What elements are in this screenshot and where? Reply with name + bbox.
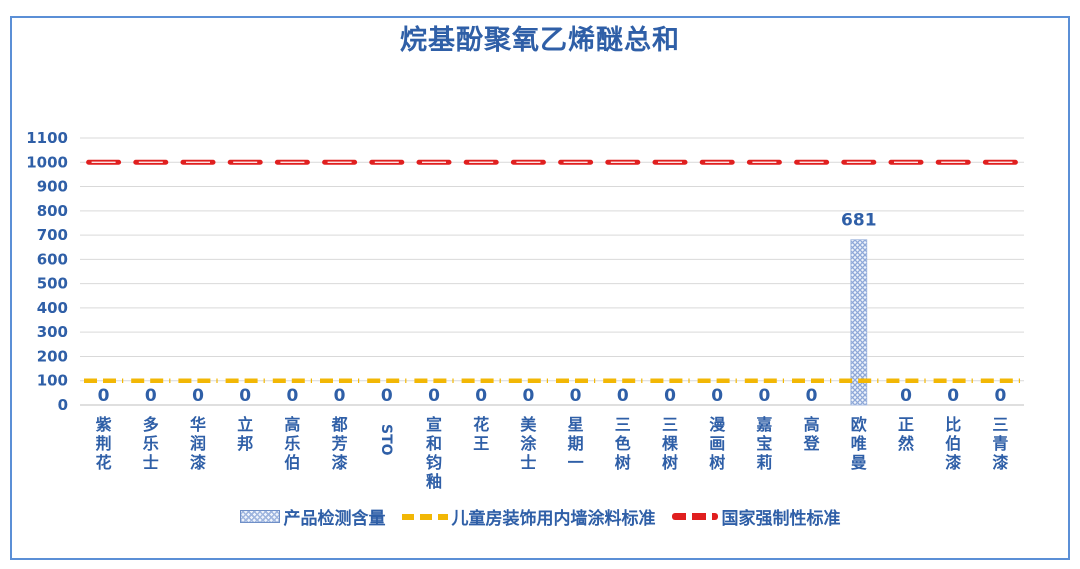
category-label: 星期一 [568, 415, 584, 472]
y-tick-label: 1000 [26, 153, 68, 171]
category-label: 华润漆 [190, 415, 206, 472]
data-label: 0 [98, 386, 110, 406]
y-tick-label: 100 [37, 372, 68, 390]
y-tick-label: 800 [37, 202, 68, 220]
category-label: 立邦 [237, 415, 253, 453]
y-tick-label: 900 [37, 178, 68, 196]
category-label: 欧唯曼 [851, 415, 867, 472]
legend-swatch-red-dash [671, 513, 718, 520]
y-tick-label: 600 [37, 250, 68, 268]
data-label: 0 [428, 386, 440, 406]
data-label: 0 [806, 386, 818, 406]
data-label: 0 [192, 386, 204, 406]
category-label: 比伯漆 [945, 415, 961, 472]
category-label: 紫荆花 [96, 415, 112, 472]
data-label: 681 [841, 211, 877, 231]
category-label: 美涂士 [520, 415, 537, 472]
data-label: 0 [994, 386, 1006, 406]
category-label: 宣和钧釉 [426, 415, 442, 491]
category-label: 正然 [898, 415, 914, 453]
y-tick-label: 400 [37, 299, 68, 317]
data-label: 0 [711, 386, 723, 406]
category-label: 三棵树 [662, 415, 678, 472]
legend-swatch-hatch [239, 510, 280, 523]
category-label: 嘉宝莉 [755, 415, 772, 472]
category-label: 多乐士 [143, 415, 159, 472]
data-label: 0 [617, 386, 629, 406]
data-label: 0 [381, 386, 393, 406]
category-label: 花王 [473, 415, 489, 453]
data-label: 0 [334, 386, 346, 406]
category-label: 高登 [803, 415, 821, 453]
data-label: 0 [664, 386, 676, 406]
data-label: 0 [570, 386, 582, 406]
legend-item-national-standard: 国家强制性标准 [671, 504, 841, 529]
data-label: 0 [900, 386, 912, 406]
chart-frame [10, 16, 1070, 560]
data-label: 0 [947, 386, 959, 406]
legend-swatch-yellow-dash [401, 513, 448, 520]
category-label: 三青漆 [992, 415, 1008, 472]
legend-item-bar: 产品检测含量 [239, 504, 386, 529]
data-label: 0 [286, 386, 298, 406]
category-label: STO [378, 424, 394, 456]
legend-item-child-standard: 儿童房装饰用内墙涂料标准 [401, 504, 656, 529]
category-label: 都芳漆 [331, 415, 348, 472]
category-label: 高乐伯 [284, 415, 300, 472]
legend-label-bar: 产品检测含量 [283, 509, 386, 529]
data-label: 0 [758, 386, 770, 406]
y-tick-label: 500 [37, 275, 68, 293]
y-tick-label: 1100 [26, 129, 68, 147]
y-tick-label: 200 [37, 347, 68, 365]
data-label: 0 [145, 386, 157, 406]
y-tick-label: 300 [37, 323, 68, 341]
y-tick-label: 0 [58, 396, 68, 414]
y-tick-label: 700 [37, 226, 68, 244]
data-label: 0 [475, 386, 487, 406]
category-label: 漫画树 [709, 415, 725, 472]
bar [850, 239, 868, 406]
legend-label-child-standard: 儿童房装饰用内墙涂料标准 [451, 509, 656, 529]
category-label: 三色树 [615, 415, 631, 472]
data-label: 0 [239, 386, 251, 406]
data-label: 0 [522, 386, 534, 406]
chart-title: 烷基酚聚氧乙烯醚总和 [400, 25, 680, 56]
legend-label-national-standard: 国家强制性标准 [721, 509, 841, 529]
chart-legend: 产品检测含量 儿童房装饰用内墙涂料标准 国家强制性标准 [0, 504, 1080, 529]
